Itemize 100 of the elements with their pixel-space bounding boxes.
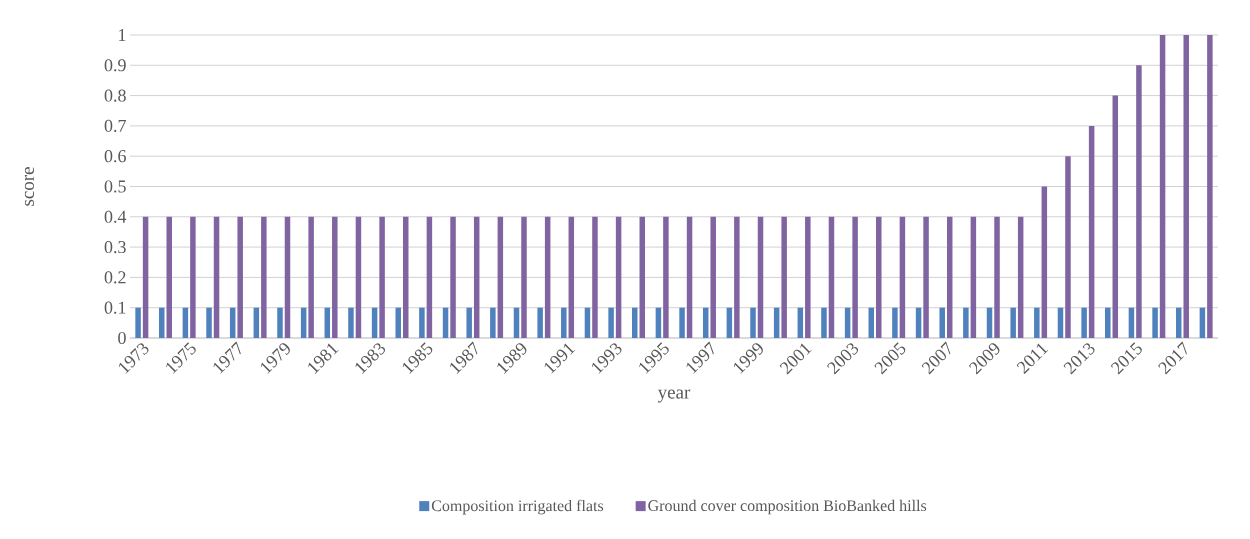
bar: [1152, 307, 1158, 338]
bar: [734, 216, 740, 338]
bar: [561, 307, 567, 338]
bar: [702, 307, 709, 338]
bar: [348, 307, 354, 338]
y-tick-label: 0.8: [104, 89, 126, 102]
bar: [750, 307, 756, 338]
y-tick-label: 0.6: [104, 150, 126, 163]
bar: [781, 216, 787, 338]
bar: [142, 216, 149, 338]
bar: [592, 216, 598, 338]
bar: [355, 216, 362, 338]
y-tick-label: 0.4: [104, 210, 127, 223]
bar: [497, 216, 504, 338]
bar: [1183, 34, 1189, 338]
bar: [568, 216, 575, 338]
bar: [182, 307, 189, 338]
bar: [970, 216, 977, 338]
bar: [521, 216, 527, 338]
bar: [686, 216, 693, 338]
y-tick-label: 1: [119, 29, 126, 41]
bar: [473, 216, 480, 338]
legend-label: Composition irrigated flats: [431, 499, 604, 515]
bar: [710, 216, 716, 338]
bar: [899, 216, 906, 338]
bar: [923, 216, 929, 338]
bar: [513, 307, 520, 338]
bar: [679, 307, 685, 338]
bar: [852, 216, 858, 338]
bar: [963, 307, 969, 338]
bar: [166, 216, 172, 338]
y-tick-label: 0.7: [104, 119, 126, 132]
bar: [828, 216, 835, 338]
y-tick-label: 0: [118, 331, 126, 345]
bar: [135, 307, 141, 338]
bar: [450, 216, 456, 338]
bar: [1034, 307, 1040, 338]
bar: [1175, 307, 1182, 338]
bar: [284, 216, 291, 338]
bar: [1112, 95, 1119, 338]
bar: [994, 216, 1000, 338]
y-axis-title: score: [24, 167, 35, 206]
bar: [946, 216, 953, 338]
y-tick-label: 0.9: [104, 59, 126, 72]
bar: [419, 307, 425, 338]
bar: [844, 307, 851, 338]
legend-label: Ground cover composition BioBanked hills: [648, 499, 927, 515]
bar: [584, 307, 591, 338]
bar: [1041, 186, 1048, 338]
bar: [379, 216, 385, 338]
bar: [237, 216, 243, 338]
bar: [158, 307, 165, 338]
bar: [726, 307, 733, 338]
bar: [213, 216, 220, 338]
bar: [608, 307, 614, 338]
bar: [1010, 307, 1016, 338]
bar: [277, 307, 283, 338]
bar: [986, 307, 993, 338]
bar: [544, 216, 551, 338]
bar: [821, 307, 827, 338]
bar: [308, 216, 314, 338]
bar: [892, 307, 898, 338]
bar: [757, 216, 764, 338]
bar: [639, 216, 645, 338]
bar: [939, 307, 945, 338]
bar: [868, 307, 875, 338]
bar: [1128, 307, 1135, 338]
bar: [537, 307, 543, 338]
bar: [300, 307, 307, 338]
y-tick-label: 0.1: [104, 301, 126, 314]
bar: [190, 216, 196, 338]
bar: [466, 307, 472, 338]
y-tick-label: 0.5: [104, 180, 126, 193]
bar: [1057, 307, 1064, 338]
y-tick-label: 0.3: [104, 240, 126, 254]
bar: [876, 216, 882, 338]
bar: [324, 307, 331, 338]
bar: [426, 216, 433, 338]
bar: [632, 307, 638, 338]
bar: [915, 307, 922, 338]
bar: [490, 307, 496, 338]
bar: [403, 216, 409, 338]
bar: [261, 216, 267, 338]
bar: [253, 307, 260, 338]
bar: [663, 216, 669, 338]
bar: [797, 307, 804, 338]
bar: [1207, 34, 1213, 338]
bar: [1088, 125, 1095, 338]
x-axis-title: year: [657, 389, 691, 403]
bar: [1136, 65, 1142, 338]
bar: [206, 307, 212, 338]
bar: [655, 307, 662, 338]
bar: [1081, 307, 1087, 338]
bar: [1199, 307, 1206, 338]
bar: [1105, 307, 1111, 338]
bar: [229, 307, 236, 338]
bar: [1065, 156, 1071, 338]
bar: [442, 307, 449, 338]
bar: [773, 307, 780, 338]
y-tick-label: 0.2: [104, 271, 126, 284]
